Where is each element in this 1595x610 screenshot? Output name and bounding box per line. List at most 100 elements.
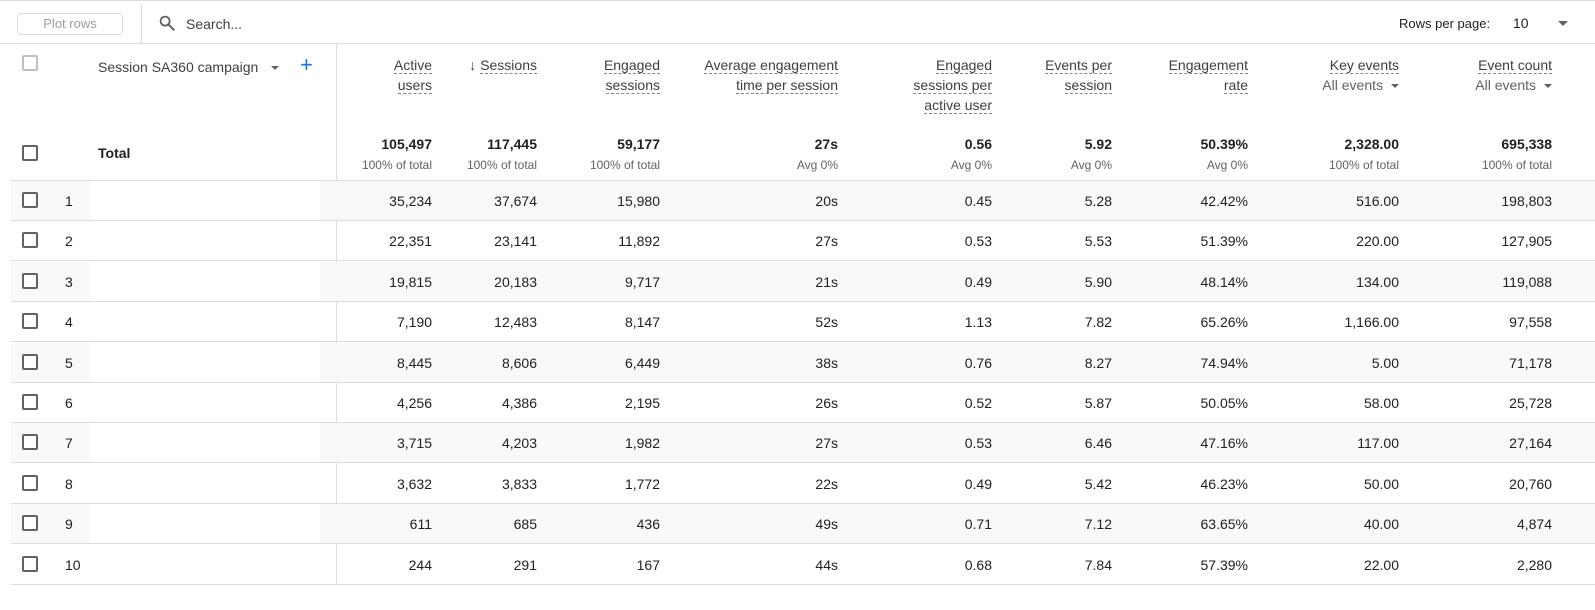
cell-engagement-rate: 57.39% [1200,556,1248,573]
key-events-filter[interactable]: All events [1322,75,1399,95]
cell-engaged-sessions-per-user: 0.68 [964,556,992,573]
cell-engagement-rate: 65.26% [1200,314,1248,331]
table-row[interactable]: 2 22,351 23,141 11,892 27s 0.53 5.53 51.39% 220.… [11,221,1595,262]
row-checkbox[interactable] [22,555,38,572]
cell-engaged-sessions-per-user: 0.49 [964,273,992,290]
total-row-checkbox[interactable] [22,145,38,161]
column-header-engagement-rate[interactable]: Engagement rate [1168,57,1248,94]
dimension-cell-redacted [91,302,320,342]
dimension-selector[interactable]: Session SA360 campaign [98,59,259,75]
rows-per-page-select[interactable]: 10 [1513,15,1529,31]
cell-engaged-sessions-per-user: 0.52 [964,395,992,411]
column-header-engaged-sessions-per-user[interactable]: Engaged sessions per active user [913,57,992,114]
dimension-cell-redacted [91,383,320,422]
table-row[interactable]: 7 3,715 4,203 1,982 27s 0.53 6.46 47.16% 117.00 2… [11,423,1595,464]
dimension-cell-redacted [91,342,320,382]
cell-active-users: 7,190 [396,314,432,331]
search-input[interactable] [186,13,486,35]
table-row[interactable]: 3 19,815 20,183 9,717 21s 0.49 5.90 48.14% 134.0… [11,261,1595,302]
table-row[interactable]: 8 3,632 3,833 1,772 22s 0.49 5.42 46.23% 50.00 20… [11,463,1595,504]
column-header-active-users[interactable]: Active users [393,57,432,94]
cell-event-count: 127,905 [1501,233,1552,250]
toolbar-divider [141,5,142,43]
column-header-events-per-session[interactable]: Events per session [1045,57,1112,94]
cell-avg-engagement-time: 21s [815,273,838,290]
chevron-down-icon[interactable] [1558,21,1568,26]
cell-key-events: 134.00 [1356,273,1399,290]
table-row[interactable]: 4 7,190 12,483 8,147 52s 1.13 7.82 65.26% 1,166.… [11,302,1595,343]
cell-events-per-session: 8.27 [1084,354,1112,371]
cell-sessions: 4,386 [501,395,537,411]
total-cell: 2,328.00 100% of total [1328,136,1399,172]
chevron-down-icon[interactable] [271,66,279,70]
dimension-cell-redacted [91,261,320,301]
cell-active-users: 244 [408,556,432,573]
cell-engagement-rate: 63.65% [1200,516,1248,533]
cell-engaged-sessions-per-user: 0.53 [964,233,992,250]
row-checkbox[interactable] [22,272,38,289]
cell-sessions: 37,674 [494,193,537,209]
table-header: Session SA360 campaign + Active users ↓ Se… [11,44,1595,181]
row-checkbox[interactable] [22,515,38,532]
row-checkbox[interactable] [22,474,38,491]
row-checkbox[interactable] [22,434,38,451]
cell-avg-engagement-time: 27s [815,435,838,452]
cell-sessions: 20,183 [494,273,537,290]
cell-key-events: 40.00 [1363,516,1399,533]
cell-event-count: 97,558 [1509,314,1552,331]
column-header-engaged-sessions[interactable]: Engaged sessions [603,57,660,94]
column-header-event-count[interactable]: Event count All events [1475,57,1552,95]
table-row[interactable]: 6 4,256 4,386 2,195 26s 0.52 5.87 50.05% 58.00 25… [11,383,1595,423]
column-header-key-events[interactable]: Key events All events [1322,57,1399,95]
row-number: 4 [65,314,73,331]
column-header-sessions[interactable]: ↓ Sessions [469,57,537,74]
cell-key-events: 50.00 [1363,475,1399,492]
cell-avg-engagement-time: 27s [815,233,838,250]
cell-engaged-sessions-per-user: 0.53 [964,435,992,452]
row-number: 1 [65,193,73,209]
cell-events-per-session: 5.87 [1084,395,1112,411]
cell-key-events: 58.00 [1363,395,1399,411]
cell-avg-engagement-time: 22s [815,475,838,492]
table-toolbar: Plot rows Rows per page: 10 [0,0,1595,44]
total-cell: 27s Avg 0% [796,136,838,172]
table-row[interactable]: 1 35,234 37,674 15,980 20s 0.45 5.28 42.42% 516.… [11,181,1595,221]
table-row[interactable]: 5 8,445 8,606 6,449 38s 0.76 8.27 74.94% 5.00 71,… [11,342,1595,383]
row-checkbox[interactable] [22,232,38,249]
row-number: 10 [65,556,81,573]
cell-events-per-session: 5.53 [1084,233,1112,250]
cell-key-events: 5.00 [1371,354,1399,371]
cell-engagement-rate: 47.16% [1200,435,1248,452]
cell-engaged-sessions: 436 [636,516,660,533]
chevron-down-icon [1391,84,1399,89]
column-header-avg-engagement-time[interactable]: Average engagement time per session [704,57,838,94]
event-count-filter[interactable]: All events [1475,75,1552,95]
plot-rows-button[interactable]: Plot rows [17,13,123,35]
cell-avg-engagement-time: 49s [815,516,838,533]
chevron-down-icon [1544,84,1552,89]
dimension-cell-redacted [91,504,320,544]
cell-event-count: 25,728 [1509,395,1552,411]
rows-per-page-label: Rows per page: [1399,16,1491,31]
row-checkbox[interactable] [22,394,38,410]
row-checkbox[interactable] [22,313,38,330]
cell-engaged-sessions-per-user: 0.49 [964,475,992,492]
dimension-cell-redacted [91,181,320,220]
select-all-checkbox[interactable] [22,55,38,71]
cell-engagement-rate: 50.05% [1200,395,1248,411]
arrow-down-icon: ↓ [469,57,477,73]
cell-avg-engagement-time: 52s [815,314,838,331]
table-row[interactable]: 9 611 685 436 49s 0.71 7.12 63.65% 40.00 4,874 [11,504,1595,545]
row-number: 2 [65,233,73,250]
search-icon[interactable] [158,14,176,32]
table-row[interactable]: 10 244 291 167 44s 0.68 7.84 57.39% 22.00 2,280 [11,544,1595,585]
add-dimension-icon[interactable]: + [300,52,313,77]
cell-event-count: 71,178 [1509,354,1552,371]
row-checkbox[interactable] [22,353,38,370]
row-number: 9 [65,516,73,533]
cell-engagement-rate: 74.94% [1200,354,1248,371]
cell-sessions: 4,203 [501,435,537,452]
row-checkbox[interactable] [22,192,38,208]
cell-engaged-sessions: 6,449 [624,354,660,371]
total-cell: 59,177 100% of total [589,136,660,172]
